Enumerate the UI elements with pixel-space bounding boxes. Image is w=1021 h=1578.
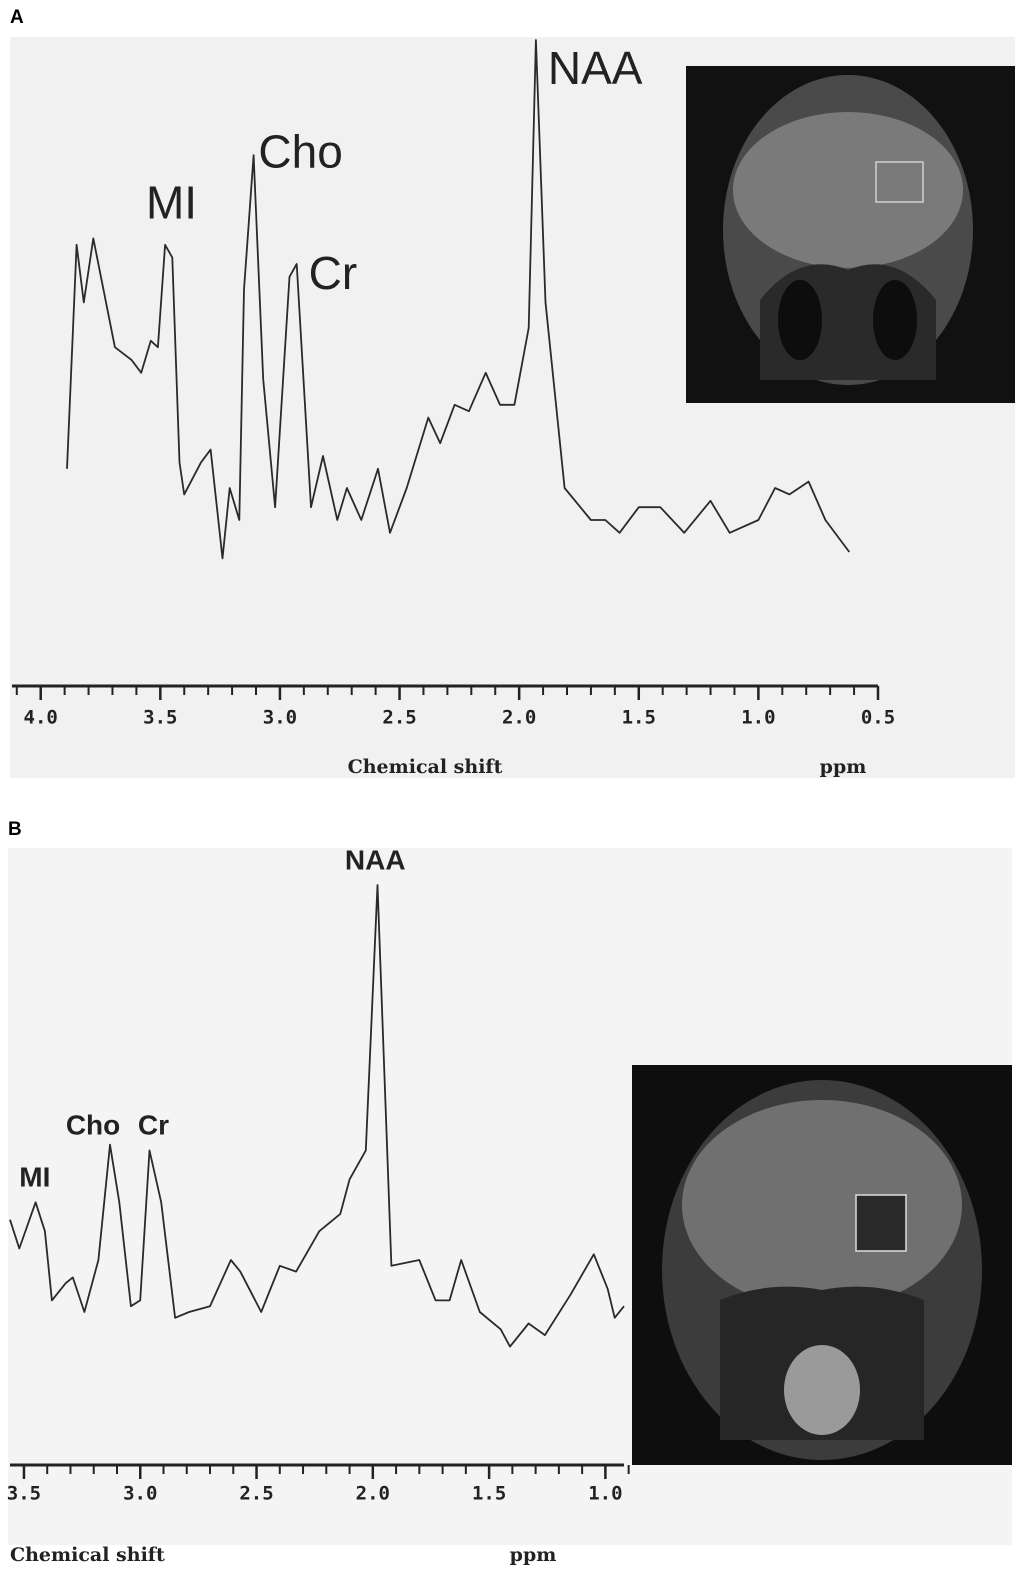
x-tick-label: 1.5 (472, 1483, 506, 1505)
x-tick-label: 0.5 (861, 707, 895, 729)
x-tick-label: 2.5 (382, 707, 416, 729)
panel-label: B (8, 819, 22, 840)
x-axis-unit: ppm (510, 1544, 557, 1566)
x-axis-label: Chemical shift (10, 1544, 165, 1566)
peak-label: MI (146, 177, 197, 229)
panel-label: A (10, 7, 24, 28)
figure: A 4.0 3.5 3.0 2.5 2.0 1.5 1.0 0.5 Chemical shift p… (0, 0, 1021, 1578)
x-tick-label: 4.0 (24, 707, 58, 729)
x-axis-label: Chemical shift (348, 756, 503, 778)
peak-label: Cho (66, 1110, 120, 1141)
x-tick-label: 1.5 (622, 707, 656, 729)
x-axis-unit: ppm (820, 756, 867, 778)
peak-label: NAA (548, 42, 643, 94)
peak-label: Cr (309, 247, 358, 299)
x-tick-label: 1.0 (588, 1483, 622, 1505)
x-tick-label: 2.0 (502, 707, 536, 729)
x-tick-label: 3.5 (143, 707, 177, 729)
peak-label: MI (19, 1162, 50, 1193)
peak-label: Cr (138, 1110, 169, 1141)
peak-label: Cho (258, 125, 342, 177)
mri-inset-a (686, 66, 1015, 403)
mri-inset-b (632, 1065, 1012, 1465)
x-tick-label: 2.5 (239, 1483, 273, 1505)
x-tick-label: 3.0 (263, 707, 297, 729)
page: A 4.0 3.5 3.0 2.5 2.0 1.5 1.0 0.5 Chemical shift p… (0, 0, 1021, 1578)
x-tick-label: 2.0 (356, 1483, 390, 1505)
x-tick-label: 3.5 (7, 1483, 41, 1505)
x-tick-label: 1.0 (741, 707, 775, 729)
peak-label: NAA (345, 844, 406, 875)
x-tick-label: 3.0 (123, 1483, 157, 1505)
